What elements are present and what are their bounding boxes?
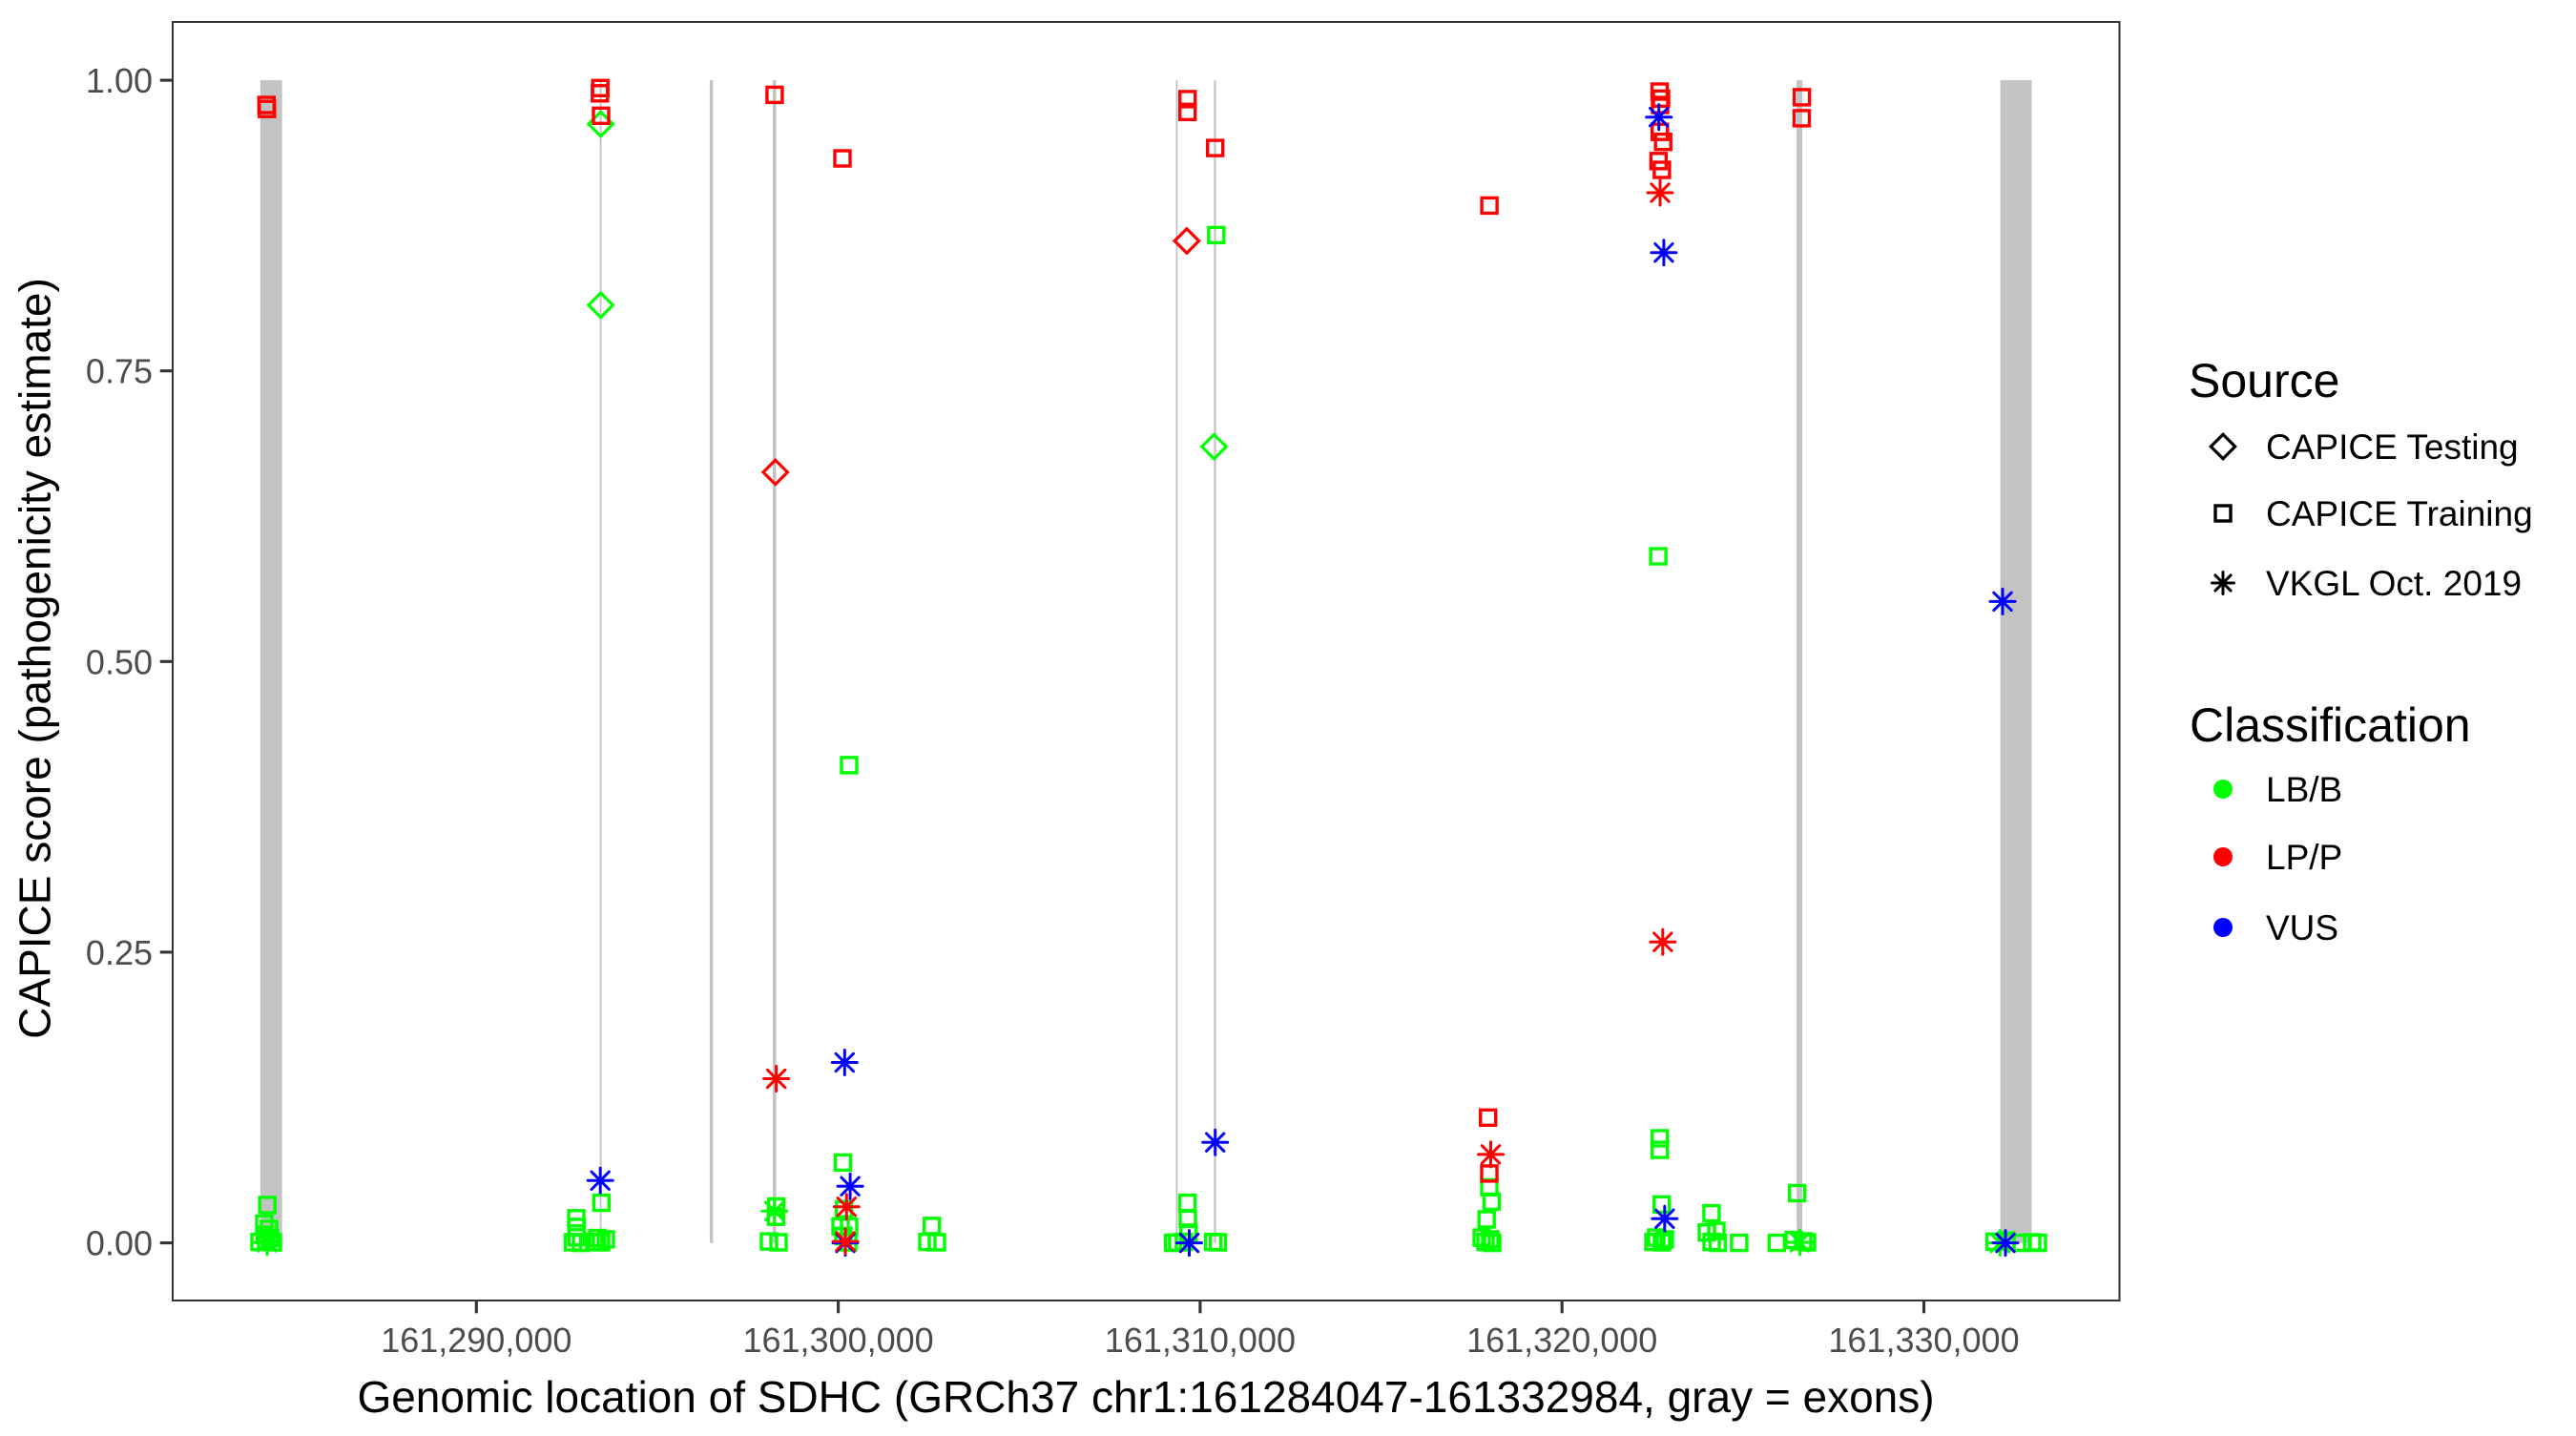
svg-text:CAPICE score (pathogenicity es: CAPICE score (pathogenicity estimate) bbox=[10, 278, 60, 1039]
svg-text:161,320,000: 161,320,000 bbox=[1466, 1321, 1657, 1360]
svg-text:VKGL Oct. 2019: VKGL Oct. 2019 bbox=[2266, 564, 2522, 603]
svg-text:1.00: 1.00 bbox=[86, 61, 153, 100]
svg-text:161,330,000: 161,330,000 bbox=[1828, 1321, 2019, 1360]
svg-text:0.50: 0.50 bbox=[86, 642, 153, 681]
svg-text:LP/P: LP/P bbox=[2266, 838, 2342, 877]
svg-text:LB/B: LB/B bbox=[2266, 770, 2342, 809]
svg-text:161,300,000: 161,300,000 bbox=[742, 1321, 933, 1360]
svg-text:0.25: 0.25 bbox=[86, 933, 153, 972]
svg-text:Genomic location of SDHC (GRCh: Genomic location of SDHC (GRCh37 chr1:16… bbox=[357, 1372, 1934, 1422]
svg-text:161,290,000: 161,290,000 bbox=[381, 1321, 571, 1360]
svg-text:0.00: 0.00 bbox=[86, 1224, 153, 1263]
svg-text:VUS: VUS bbox=[2266, 908, 2338, 947]
svg-text:Classification: Classification bbox=[2190, 698, 2471, 752]
svg-text:161,310,000: 161,310,000 bbox=[1105, 1321, 1296, 1360]
svg-text:CAPICE Training: CAPICE Training bbox=[2266, 494, 2533, 533]
svg-text:0.75: 0.75 bbox=[86, 352, 153, 391]
svg-text:CAPICE Testing: CAPICE Testing bbox=[2266, 427, 2519, 467]
svg-text:Source: Source bbox=[2189, 354, 2339, 407]
